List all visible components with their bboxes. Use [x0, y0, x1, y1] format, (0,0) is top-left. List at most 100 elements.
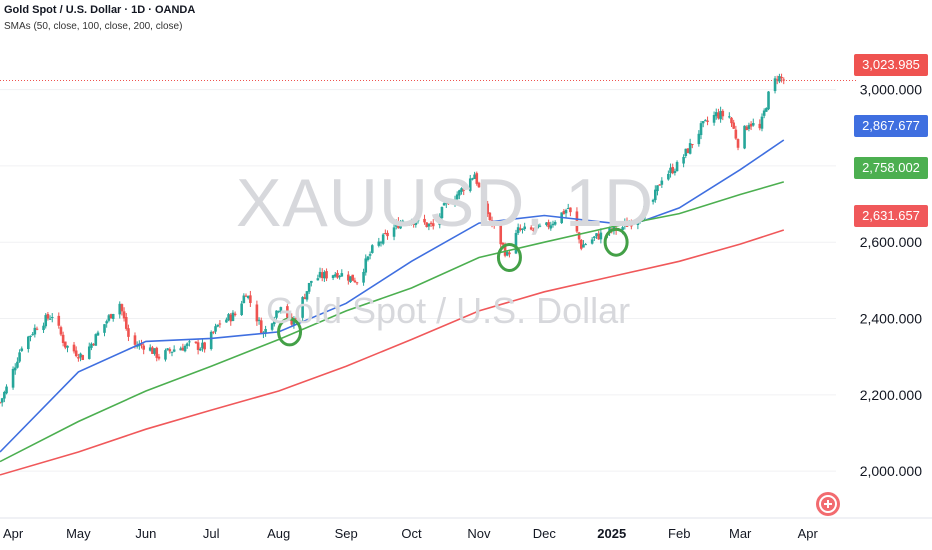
x-tick-label: Oct [401, 526, 422, 541]
candle-body [775, 79, 779, 81]
candle-body [562, 211, 566, 214]
candle-body [643, 206, 646, 219]
time-axis[interactable]: Apr May Jun Jul Aug Sep Oct Nov Dec 2025 Feb Mar Apr [0, 517, 932, 541]
candle-body [621, 227, 624, 230]
candle-body [751, 123, 755, 126]
candle-body [577, 232, 581, 240]
candle-body [697, 133, 701, 145]
candle-body [519, 228, 522, 231]
annotation-circle [496, 242, 522, 272]
candle-body [181, 347, 185, 351]
candle-body [734, 129, 738, 139]
candle-body [20, 348, 24, 351]
candle-body [127, 328, 130, 337]
price-grid [0, 79, 856, 472]
candle-body [392, 227, 396, 237]
candle-body [203, 342, 206, 350]
candle-body [33, 327, 37, 335]
candle-body [240, 303, 243, 316]
candle-body [767, 91, 770, 110]
candle-body [564, 210, 568, 214]
candle-body [627, 223, 631, 226]
candle-body [762, 110, 766, 116]
candle-body [166, 348, 169, 350]
x-tick-label: Mar [729, 526, 752, 541]
annotation-circle [277, 317, 303, 347]
candle-body [675, 162, 679, 172]
candle-body [347, 274, 350, 281]
candle-body [118, 303, 122, 315]
candle-body [736, 139, 740, 148]
candle-body [714, 112, 718, 117]
candle-body [529, 227, 533, 230]
candle-body [362, 271, 365, 283]
candle-body [745, 126, 749, 131]
candle-body [640, 217, 644, 220]
candle-body [377, 241, 381, 246]
candle-body [140, 343, 143, 346]
candle-body [658, 184, 661, 186]
candle-body [270, 323, 274, 330]
candle-body [427, 223, 431, 227]
candle-body [686, 148, 690, 153]
candle-body [471, 178, 474, 180]
candle-body [425, 222, 429, 227]
candle-body [277, 311, 280, 313]
y-tick-label: 2,000.000 [860, 463, 922, 479]
candle-body [429, 222, 433, 225]
sma200-line [0, 229, 785, 476]
candle-body [120, 304, 124, 312]
indicator-legend[interactable]: SMAs (50, close, 100, close, 200, close) [4, 21, 183, 32]
candle-body [124, 317, 128, 329]
x-tick-label: Apr [798, 526, 819, 541]
candle-body [92, 344, 95, 346]
candle-body [501, 242, 505, 245]
candle-body [107, 315, 111, 321]
price-axis[interactable]: 3,000.0002,800.0002,600.0002,400.0002,20… [860, 82, 922, 480]
chart-title[interactable]: Gold Spot / U.S. Dollar · 1D · OANDA [4, 4, 196, 16]
candle-body [155, 347, 159, 358]
candle-body [0, 398, 4, 403]
sma200-badge: 2,631.657 [854, 205, 928, 227]
candle-body [462, 188, 466, 191]
candlestick-series [0, 73, 786, 407]
candle-body [651, 199, 655, 202]
candle-body [94, 334, 98, 346]
candle-body [255, 304, 259, 322]
candle-body [416, 217, 420, 222]
candle-body [384, 232, 387, 234]
candle-body [551, 223, 555, 226]
candle-body [5, 386, 8, 394]
sma50-line [0, 139, 785, 453]
candle-body [59, 327, 63, 335]
candle-body [442, 203, 446, 206]
tradingview-logo-icon[interactable] [814, 490, 842, 518]
candle-body [353, 280, 357, 283]
moving-averages [0, 139, 785, 476]
candle-body [654, 189, 657, 201]
candle-body [595, 233, 598, 237]
candle-body [29, 335, 32, 338]
candle-body [333, 274, 337, 277]
candle-body [671, 167, 675, 174]
last-price-badge: 3,023.985 [854, 54, 928, 76]
candle-body [447, 202, 450, 205]
candle-body [569, 207, 572, 213]
candle-body [638, 219, 642, 222]
candle-body [301, 297, 304, 318]
candle-body [338, 276, 341, 278]
candle-body [523, 226, 526, 230]
candle-body [198, 348, 202, 351]
x-tick-label: Sep [335, 526, 358, 541]
candle-body [747, 125, 751, 129]
candle-body [31, 334, 34, 336]
candle-body [259, 320, 263, 334]
candle-body [545, 222, 548, 225]
candle-body [440, 206, 444, 219]
candle-body [704, 119, 707, 121]
candle-body [355, 282, 359, 284]
sma50-badge: 2,867.677 [854, 115, 928, 137]
candle-body [307, 283, 311, 292]
candle-body [590, 239, 594, 244]
